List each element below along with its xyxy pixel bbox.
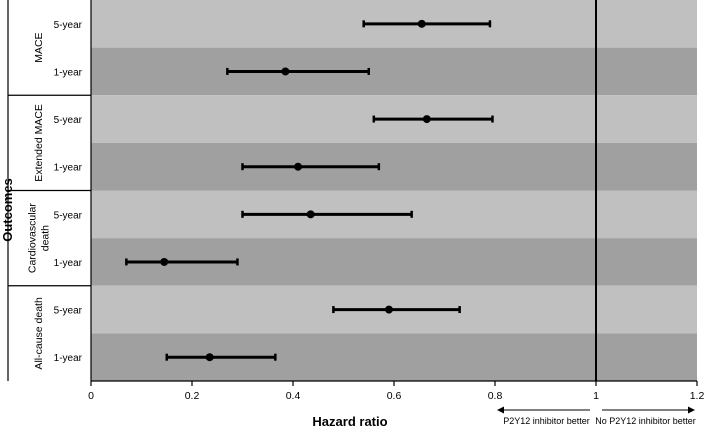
hr-point — [384, 305, 393, 314]
row-band — [91, 142, 697, 191]
hr-point — [160, 257, 169, 266]
hr-point — [422, 115, 431, 124]
x-tick-label: 0.8 — [488, 390, 503, 402]
hr-point — [281, 67, 290, 76]
row-label: 5-year — [54, 115, 83, 126]
group-label: MACE — [33, 32, 45, 62]
x-tick-label: 0.6 — [387, 390, 402, 402]
row-label: 1-year — [54, 67, 83, 78]
hr-point — [417, 19, 426, 28]
row-label: 1-year — [54, 353, 83, 364]
left-arrow-head — [497, 406, 504, 414]
group-labels: MACE Extended MACE Cardiovascular death All-… — [27, 32, 52, 369]
row-label: 5-year — [54, 306, 83, 317]
right-direction-label: No P2Y12 inhibitor better — [595, 416, 696, 426]
x-tick-label: 0.2 — [185, 390, 200, 402]
group-label: Extended MACE — [33, 104, 45, 182]
x-tick-label: 1.2 — [690, 390, 705, 402]
direction-labels: P2Y12 inhibitor better No P2Y12 inhibitor… — [497, 406, 696, 426]
hr-point — [306, 210, 315, 219]
x-tick-label: 1 — [593, 390, 599, 402]
row-band — [91, 47, 697, 96]
row-bands — [91, 0, 697, 381]
hr-point — [205, 353, 214, 362]
row-labels: 5-year 1-year 5-year 1-year 5-year 1-year 5-ye… — [54, 20, 83, 364]
group-label: Cardiovascular — [27, 203, 39, 274]
y-axis-title: Outcomes — [0, 178, 15, 242]
x-axis: 0 0.2 0.4 0.6 0.8 1 1.2 — [88, 381, 704, 402]
x-tick-label: 0.4 — [286, 390, 301, 402]
row-label: 5-year — [54, 210, 83, 221]
x-tick-label: 0 — [88, 390, 94, 402]
row-label: 5-year — [54, 20, 83, 31]
group-label: All-cause death — [33, 297, 45, 370]
hr-point — [294, 162, 303, 171]
estimate-marks — [125, 19, 494, 362]
left-direction-label: P2Y12 inhibitor better — [503, 416, 590, 426]
right-arrow-head — [688, 406, 695, 414]
group-label: death — [40, 225, 52, 251]
group-dividers — [8, 94, 91, 287]
row-label: 1-year — [54, 163, 83, 174]
x-axis-title: Hazard ratio — [312, 414, 387, 429]
row-label: 1-year — [54, 258, 83, 269]
